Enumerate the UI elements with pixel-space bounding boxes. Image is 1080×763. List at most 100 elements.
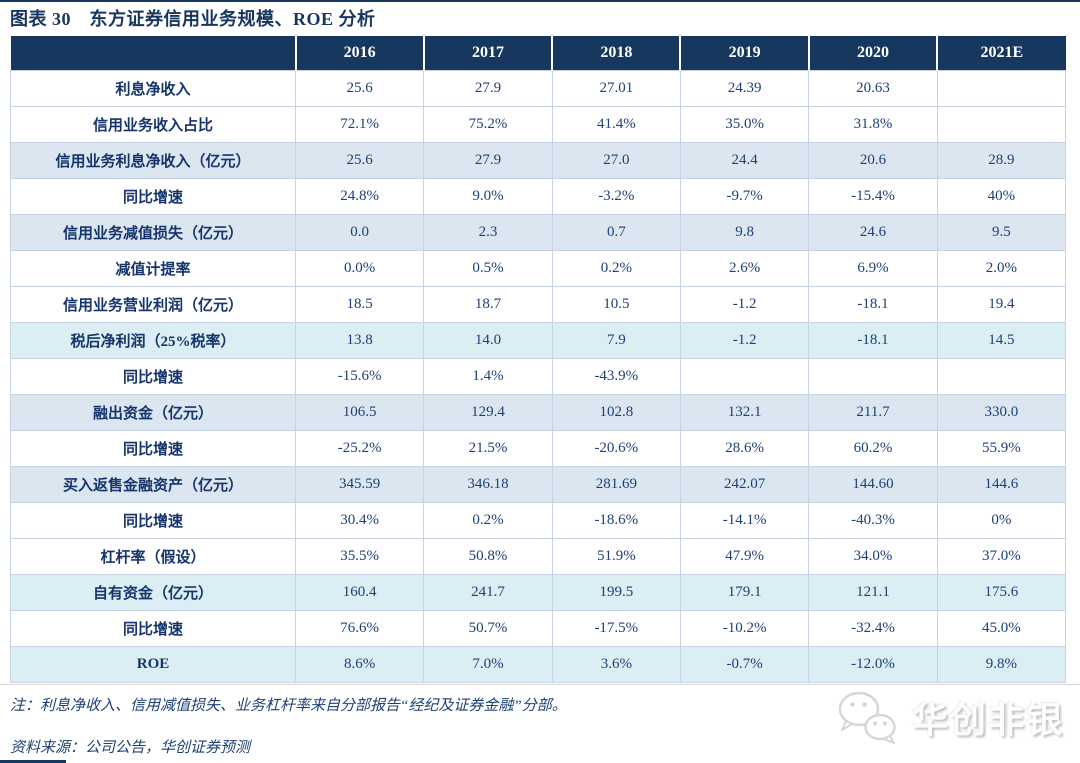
table-row: 融出资金（亿元） 106.5 129.4 102.8 132.1 211.7 330.0 — [10, 393, 1067, 431]
table-row: ROE 8.6% 7.0% 3.6% -0.7% -12.0% 9.8% — [10, 645, 1067, 683]
table-cell: 55.9% — [936, 429, 1067, 467]
row-label: 融出资金（亿元） — [10, 393, 296, 431]
table-cell: 24.39 — [679, 69, 810, 107]
column-header-2020: 2020 — [808, 36, 939, 70]
table-cell: 9.5 — [936, 213, 1067, 251]
table-cell: 27.0 — [551, 141, 681, 179]
bottom-border-tick — [0, 760, 66, 763]
table-row: 自有资金（亿元） 160.4 241.7 199.5 179.1 121.1 175.6 — [10, 573, 1067, 611]
table-cell: 179.1 — [679, 573, 810, 611]
table-cell: -9.7% — [679, 177, 810, 215]
row-label-column-header — [10, 36, 297, 70]
row-label: 利息净收入 — [10, 69, 296, 107]
table-row: 同比增速 -25.2% 21.5% -20.6% 28.6% 60.2% 55.9% — [10, 429, 1067, 467]
table-row: 利息净收入 25.6 27.9 27.01 24.39 20.63 — [10, 69, 1067, 107]
row-label: 信用业务利息净收入（亿元） — [10, 141, 296, 179]
table-cell: -15.6% — [294, 357, 425, 395]
table-cell: 24.8% — [294, 177, 425, 215]
table-cell: 211.7 — [808, 393, 938, 431]
table-cell: 9.8% — [936, 645, 1067, 683]
top-border-rule — [0, 0, 1080, 2]
table-cell: 27.01 — [551, 69, 681, 107]
table-cell: 60.2% — [808, 429, 938, 467]
table-cell: 24.4 — [679, 141, 810, 179]
table-cell: 121.1 — [808, 573, 938, 611]
table-cell — [679, 357, 810, 395]
table-cell: -1.2 — [679, 321, 810, 359]
table-cell: 0% — [936, 501, 1067, 539]
table-cell: 132.1 — [679, 393, 810, 431]
table-cell: 8.6% — [294, 645, 425, 683]
table-row: 同比增速 -15.6% 1.4% -43.9% — [10, 357, 1067, 395]
table-cell: -14.1% — [679, 501, 810, 539]
table-cell: 30.4% — [294, 501, 425, 539]
table-cell: 19.4 — [936, 285, 1067, 323]
table-cell: 241.7 — [423, 573, 553, 611]
row-label: 同比增速 — [10, 609, 296, 647]
table-cell: 2.0% — [936, 249, 1067, 287]
table-row: 信用业务营业利润（亿元） 18.5 18.7 10.5 -1.2 -18.1 19.4 — [10, 285, 1067, 323]
table-row: 买入返售金融资产（亿元） 345.59 346.18 281.69 242.07 144.… — [10, 465, 1067, 503]
table-cell: 21.5% — [423, 429, 553, 467]
table-cell: 330.0 — [936, 393, 1067, 431]
table-cell: 281.69 — [551, 465, 681, 503]
table-cell: 0.2% — [551, 249, 681, 287]
table-cell: 31.8% — [808, 105, 938, 143]
table-row: 税后净利润（25%税率） 13.8 14.0 7.9 -1.2 -18.1 14.5 — [10, 321, 1067, 359]
table-cell: 27.9 — [423, 69, 553, 107]
table-cell: 2.3 — [423, 213, 553, 251]
column-header-2018: 2018 — [552, 36, 682, 70]
table-cell: 346.18 — [423, 465, 553, 503]
table-cell: -25.2% — [294, 429, 425, 467]
table-cell: -3.2% — [551, 177, 681, 215]
table-cell: 175.6 — [936, 573, 1067, 611]
table-header-row: 2016 2017 2018 2019 2020 2021E — [10, 36, 1066, 70]
table-cell: 0.0 — [294, 213, 425, 251]
table-cell — [808, 357, 938, 395]
table-cell: -18.6% — [551, 501, 681, 539]
row-label: 税后净利润（25%税率） — [10, 321, 296, 359]
table-cell: 7.9 — [551, 321, 681, 359]
table-cell: 18.7 — [423, 285, 553, 323]
row-label: 自有资金（亿元） — [10, 573, 296, 611]
table-row: 信用业务减值损失（亿元） 0.0 2.3 0.7 9.8 24.6 9.5 — [10, 213, 1067, 251]
table-cell: 51.9% — [551, 537, 681, 575]
table-cell: -40.3% — [808, 501, 938, 539]
table-cell — [936, 69, 1067, 107]
table-cell: 7.0% — [423, 645, 553, 683]
table-cell: 199.5 — [551, 573, 681, 611]
table-cell: 34.0% — [808, 537, 938, 575]
row-label: 减值计提率 — [10, 249, 296, 287]
table-cell: -43.9% — [551, 357, 681, 395]
row-label: 同比增速 — [10, 501, 296, 539]
table-cell: -18.1 — [808, 321, 938, 359]
source-text: 资料来源：公司公告，华创证券预测 — [10, 740, 251, 756]
table-cell: 18.5 — [294, 285, 425, 323]
table-cell: -32.4% — [808, 609, 938, 647]
table-cell: 2.6% — [679, 249, 810, 287]
row-label: 信用业务减值损失（亿元） — [10, 213, 296, 251]
table-cell: 160.4 — [294, 573, 425, 611]
row-label: 买入返售金融资产（亿元） — [10, 465, 296, 503]
table-cell: -0.7% — [679, 645, 810, 683]
table-bottom-rule — [0, 684, 1080, 685]
table-row: 同比增速 24.8% 9.0% -3.2% -9.7% -15.4% 40% — [10, 177, 1067, 215]
table-cell: 0.2% — [423, 501, 553, 539]
table-cell: 20.63 — [808, 69, 938, 107]
table-cell — [936, 357, 1067, 395]
table-cell: 1.4% — [423, 357, 553, 395]
table-cell: -20.6% — [551, 429, 681, 467]
table-cell: 75.2% — [423, 105, 553, 143]
table-cell: 27.9 — [423, 141, 553, 179]
table-cell: 47.9% — [679, 537, 810, 575]
table-cell: 9.8 — [679, 213, 810, 251]
table-cell: 24.6 — [808, 213, 938, 251]
table-cell: 50.7% — [423, 609, 553, 647]
table-cell: 45.0% — [936, 609, 1067, 647]
table-cell: -1.2 — [679, 285, 810, 323]
figure-title: 图表 30 东方证券信用业务规模、ROE 分析 — [10, 9, 376, 29]
row-label: 同比增速 — [10, 357, 296, 395]
table-cell — [936, 105, 1067, 143]
table-cell: 72.1% — [294, 105, 425, 143]
table-cell: 25.6 — [294, 69, 425, 107]
